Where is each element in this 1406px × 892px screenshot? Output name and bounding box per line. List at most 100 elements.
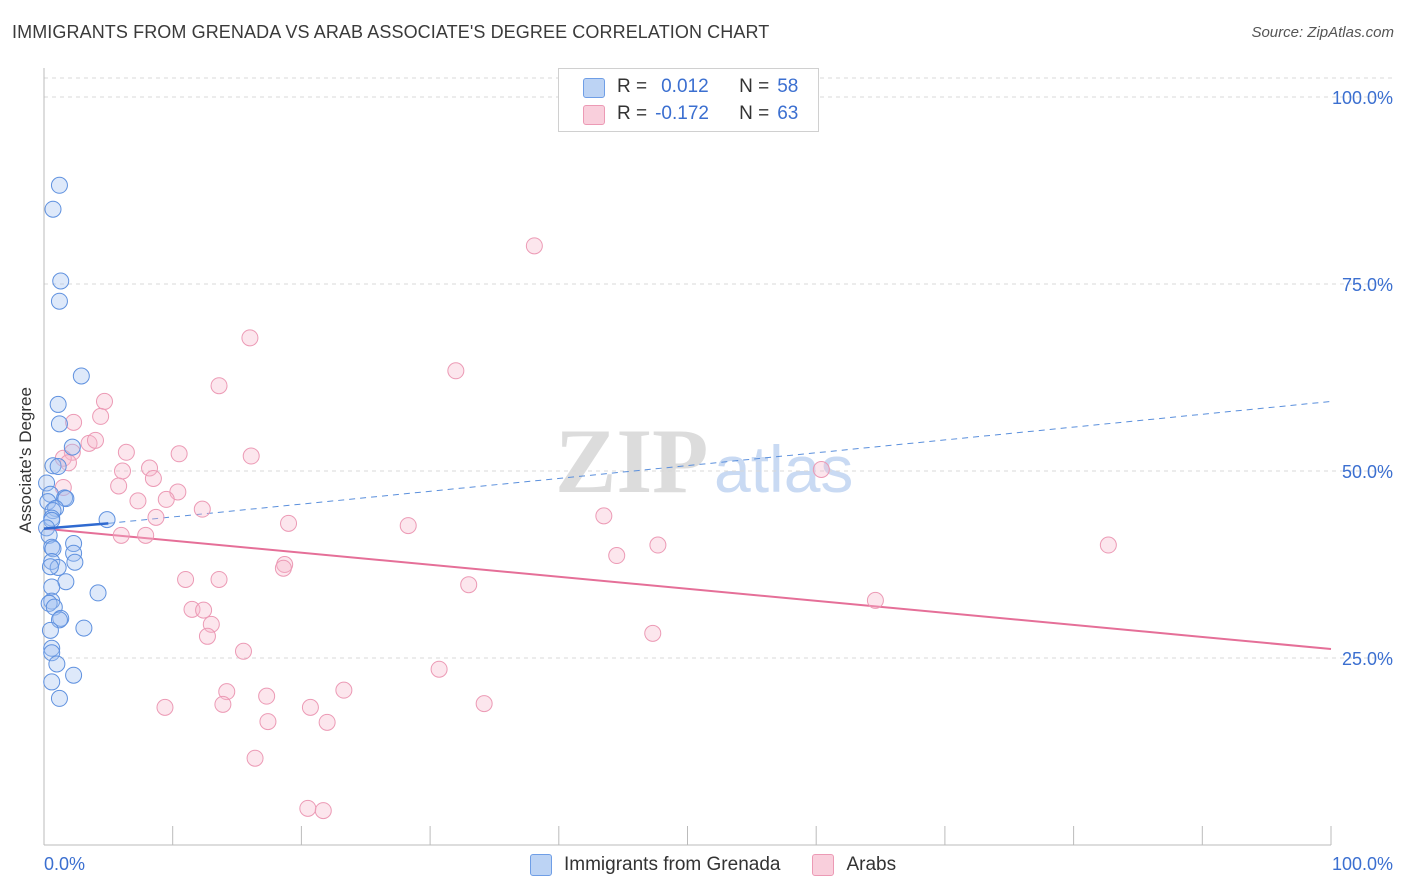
series-swatch-arabs — [812, 854, 835, 876]
point-arabs — [110, 477, 128, 495]
x-tick-label: 0.0% — [44, 854, 85, 874]
point-arabs — [177, 570, 195, 588]
point-arabs — [112, 526, 130, 544]
point-arabs — [866, 591, 884, 609]
point-arabs — [399, 517, 417, 535]
series-legend: Immigrants from Grenada Arabs — [530, 852, 896, 878]
point-arabs — [214, 695, 232, 713]
point-grenada — [50, 415, 68, 433]
point-grenada — [50, 292, 68, 310]
series-swatch-grenada — [530, 854, 552, 876]
point-arabs — [460, 576, 478, 594]
x-tick-label: 100.0% — [1332, 854, 1393, 874]
point-arabs — [129, 492, 147, 510]
point-grenada — [72, 367, 90, 385]
legend-n-label: N = — [739, 103, 770, 124]
legend-r-label: R = — [617, 76, 648, 97]
legend-row-arabs: R = -0.172 N = 63 — [583, 102, 799, 126]
point-grenada — [44, 457, 62, 475]
y-tick-label: 75.0% — [1342, 275, 1393, 295]
legend-n-value-grenada: 58 — [777, 76, 799, 97]
point-arabs — [117, 443, 135, 461]
point-grenada — [43, 639, 61, 657]
watermark-atlas: atlas — [714, 432, 853, 506]
point-grenada — [43, 553, 61, 571]
point-grenada — [75, 619, 93, 637]
legend-r-value-grenada: 0.012 — [661, 76, 709, 97]
point-grenada — [38, 474, 56, 492]
point-arabs — [137, 526, 155, 544]
trend-line-grenada — [43, 522, 109, 530]
point-arabs — [63, 443, 81, 461]
point-arabs — [234, 642, 252, 660]
y-axis-label: Associate's Degree — [16, 387, 35, 533]
watermark-zip: ZIP — [555, 410, 708, 512]
point-arabs — [170, 445, 188, 463]
point-arabs — [649, 536, 667, 554]
point-arabs — [314, 802, 332, 820]
point-arabs — [141, 459, 159, 477]
point-arabs — [156, 698, 174, 716]
point-grenada — [65, 544, 83, 562]
point-arabs — [86, 431, 104, 449]
point-arabs — [144, 469, 162, 487]
point-arabs — [274, 559, 292, 577]
source-note: Source: ZipAtlas.com — [1251, 24, 1394, 41]
point-grenada — [49, 458, 67, 476]
point-arabs — [525, 237, 543, 255]
point-arabs — [280, 514, 298, 532]
point-grenada — [65, 535, 83, 553]
y-tick-label: 100.0% — [1332, 88, 1393, 108]
point-arabs — [242, 447, 260, 465]
point-grenada — [49, 395, 67, 413]
point-grenada — [52, 272, 70, 290]
legend-n-value-arabs: 63 — [777, 103, 799, 124]
point-arabs — [447, 362, 465, 380]
series-label-arabs: Arabs — [846, 854, 897, 875]
point-arabs — [114, 462, 132, 480]
point-arabs — [318, 713, 336, 731]
point-arabs — [157, 490, 175, 508]
legend-row-grenada: R = 0.012 N = 58 — [583, 75, 799, 99]
point-arabs — [210, 570, 228, 588]
point-arabs — [608, 547, 626, 565]
point-arabs — [147, 508, 165, 526]
point-arabs — [195, 601, 213, 619]
point-arabs — [1099, 536, 1117, 554]
point-grenada — [41, 558, 59, 576]
trend-line-arabs — [43, 527, 1332, 651]
point-arabs — [301, 698, 319, 716]
point-grenada — [43, 673, 61, 691]
correlation-legend: R = 0.012 N = 58 R = -0.172 N = 63 — [558, 68, 819, 132]
legend-r-label: R = — [617, 103, 648, 124]
point-grenada — [44, 540, 62, 558]
point-arabs — [430, 660, 448, 678]
point-arabs — [218, 683, 236, 701]
point-arabs — [92, 407, 110, 425]
point-arabs — [246, 749, 264, 767]
point-grenada — [63, 438, 81, 456]
point-grenada — [98, 511, 116, 529]
point-arabs — [259, 713, 277, 731]
point-grenada — [48, 655, 66, 673]
point-grenada — [66, 553, 84, 571]
series-label-grenada: Immigrants from Grenada — [564, 854, 781, 875]
point-arabs — [258, 687, 276, 705]
point-grenada — [57, 490, 75, 508]
point-grenada — [65, 666, 83, 684]
point-arabs — [475, 695, 493, 713]
point-grenada — [43, 578, 61, 596]
point-arabs — [335, 681, 353, 699]
point-grenada — [41, 621, 59, 639]
point-arabs — [595, 507, 613, 525]
y-axis-label-wrap: Associate's Degree — [4, 360, 44, 560]
point-arabs — [644, 624, 662, 642]
legend-swatch-grenada — [583, 78, 605, 98]
point-arabs — [65, 413, 83, 431]
legend-r-value-arabs: -0.172 — [655, 103, 709, 124]
point-grenada — [50, 176, 68, 194]
y-tick-label: 50.0% — [1342, 462, 1393, 482]
point-arabs — [812, 461, 830, 479]
point-arabs — [198, 627, 216, 645]
